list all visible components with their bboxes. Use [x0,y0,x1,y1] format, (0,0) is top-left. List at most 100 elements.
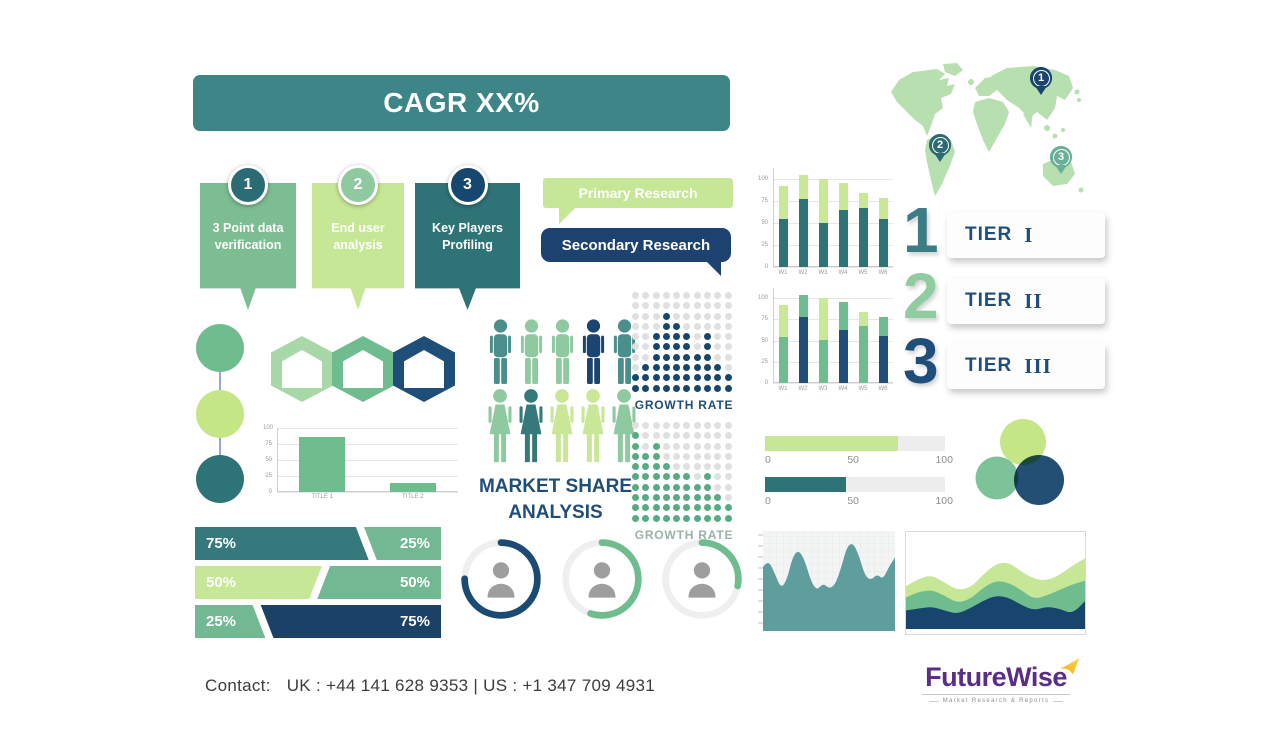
matrix-dot [704,483,712,491]
person-female-icon [550,389,574,463]
matrix-dot [724,312,732,320]
matrix-dot [632,514,639,522]
person-female-icon [581,389,605,463]
step-number-badge: 1 [228,165,268,205]
matrix-dot [662,312,670,320]
matrix-dot [724,494,732,502]
matrix-dot [714,463,722,471]
matrix-dot [673,343,681,351]
matrix-dot [714,343,722,351]
matrix-dot [704,353,712,361]
matrix-dot [714,422,722,429]
tier-row-1: 1 TIER I [903,198,1105,268]
timeline-connector [219,438,221,456]
matrix-dot [662,463,670,471]
tier-numeral: III [1024,353,1052,378]
tier-big-number: 2 [903,260,939,332]
person-male-icon [613,319,636,384]
title-line-1: MARKET SHARE [478,476,633,497]
tier-label: TIER [965,355,1013,376]
matrix-dot [632,292,639,299]
logo-divider [922,694,1070,695]
matrix-dot [632,463,639,471]
matrix-dot [714,514,722,522]
map-pin-3: 3 [1050,146,1072,168]
bar-segment [858,311,868,327]
matrix-dot [632,333,639,341]
matrix-dot [714,442,722,450]
matrix-dot [683,422,691,429]
bar-segment [838,183,848,211]
matrix-dot [652,514,660,522]
x-tick-label: TITLE 2 [402,494,424,500]
matrix-dot [724,504,732,512]
progress-scale: 0 50 100 [765,454,953,466]
matrix-dot [673,353,681,361]
matrix-dot [683,302,691,310]
y-tick-label: 100 [263,425,274,431]
matrix-dot [673,504,681,512]
matrix-dot [693,463,701,471]
matrix-dot [714,353,722,361]
matrix-dot [704,473,712,481]
x-tick-label: W6 [878,386,888,392]
matrix-dot [704,432,712,440]
gridline [773,340,893,342]
matrix-dot [642,452,650,460]
donut-ring [461,539,541,619]
tagline-dash [928,700,939,702]
matrix-dot [652,463,660,471]
matrix-dot [683,432,691,440]
matrix-dot [632,452,639,460]
matrix-dot [693,514,701,522]
ribbon-step-1: 1 3 Point data verification [200,165,296,310]
logo-tagline-row: Market Research & Reports [920,698,1072,704]
x-axis-line [773,382,893,383]
y-tick-label: 50 [761,219,768,226]
matrix-dot [673,483,681,491]
hexagon-inner-shape [343,350,383,388]
matrix-dot [662,442,670,450]
matrix-dot [632,494,639,502]
matrix-dot [632,422,639,429]
bar-segment [878,198,888,220]
bar-segment [778,185,788,220]
mountain-area-chart [755,529,895,638]
wave-area-graphic [906,532,1085,629]
matrix-dot [662,452,670,460]
tier-row-2: 2 TIER II [903,264,1105,334]
gridline [277,460,458,461]
x-tick-label: W4 [838,386,848,392]
matrix-dot [662,514,670,522]
map-pin-1: 1 [1030,67,1052,89]
matrix-dot [704,343,712,351]
chart-plot [277,428,458,493]
matrix-dot [724,442,732,450]
split-segment-right: 25% [364,527,441,560]
x-tick-label: W6 [878,270,888,276]
matrix-dot [642,514,650,522]
bar-segment [878,316,888,337]
matrix-dot [693,422,701,429]
timeline-circle-teal [196,455,244,503]
matrix-dot [693,473,701,481]
tier-numeral: II [1024,288,1043,313]
gridline [277,492,458,493]
x-tick-label: W2 [798,386,808,392]
person-female-icon [488,389,512,463]
matrix-dot [673,494,681,502]
bar-segment [858,192,868,208]
matrix-dot [642,292,650,299]
bar-segment [858,207,868,267]
matrix-dot [632,312,639,320]
matrix-dot [673,432,681,440]
bar-segment [778,304,788,338]
donut-chart-25 [658,535,746,623]
venn-circles [975,419,1064,505]
matrix-dot [693,452,701,460]
timeline-circle-lightgreen [196,390,244,438]
person-icon-slot [548,317,577,392]
matrix-dot [714,473,722,481]
growth-rate-matrix-green: GROWTH RATE [632,422,736,542]
matrix-dot [693,312,701,320]
